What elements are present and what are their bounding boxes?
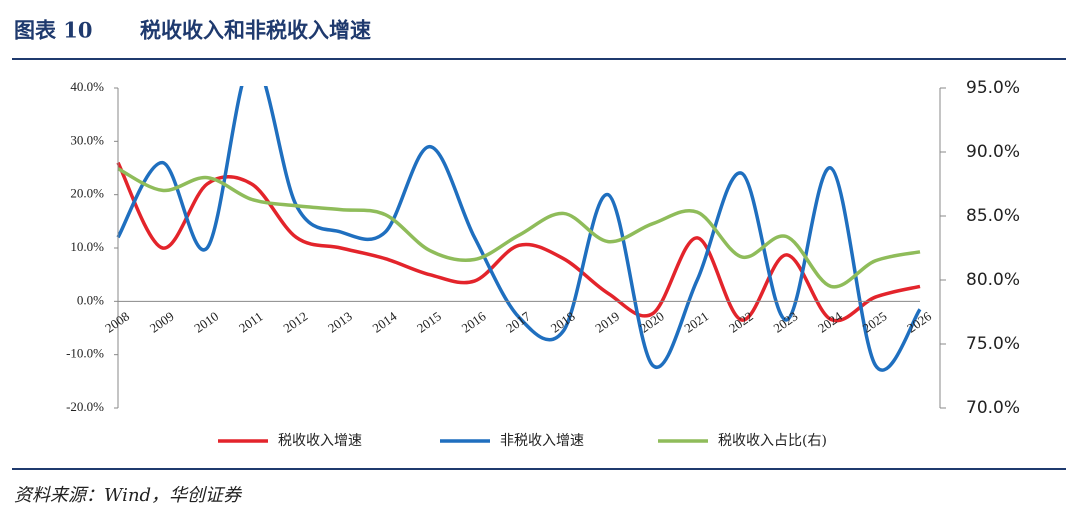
y2-tick-label: 80.0% [966,270,1020,290]
x-tick-label: 2014 [370,308,400,335]
series-line [117,167,921,289]
series-line [116,161,921,323]
y-tick-label: 0.0% [77,292,104,307]
x-tick-label: 2010 [191,308,221,335]
x-tick-label: 2011 [236,309,266,336]
y2-tick-label: 95.0% [966,78,1020,98]
series-line [116,86,922,372]
y-tick-label: 40.0% [70,79,104,94]
x-tick-label: 2012 [280,308,310,335]
y-tick-label: 20.0% [70,186,104,201]
legend-label: 税收收入占比(右) [718,433,827,449]
y-tick-label: 30.0% [70,132,104,147]
y-tick-label: 10.0% [70,239,104,254]
x-tick-label: 2013 [325,308,355,335]
plot-area [116,86,922,372]
x-tick-label: 2008 [102,308,132,335]
x-tick-label: 2024 [815,308,845,335]
x-tick-label: 2015 [414,308,444,335]
y2-tick-label: 70.0% [966,398,1020,418]
x-tick-label: 2019 [592,308,622,335]
legend-label: 非税收入增速 [500,433,584,449]
source-note: 资料来源：Wind，华创证券 [14,485,243,506]
x-tick-label: 2023 [771,308,801,335]
x-tick-label: 2017 [503,308,533,335]
chart-title: 税收收入和非税收入增速 [140,18,371,43]
legend-label: 税收收入增速 [278,433,362,449]
x-tick-label: 2026 [904,308,934,335]
x-tick-label: 2016 [459,308,489,335]
x-tick-label: 2009 [147,308,177,335]
figure-label: 图表 10 [14,18,93,43]
y2-tick-label: 85.0% [966,206,1020,226]
y-tick-label: -10.0% [66,346,104,361]
y-tick-label: -20.0% [66,399,104,414]
y2-tick-label: 90.0% [966,142,1020,162]
y2-tick-label: 75.0% [966,334,1020,354]
